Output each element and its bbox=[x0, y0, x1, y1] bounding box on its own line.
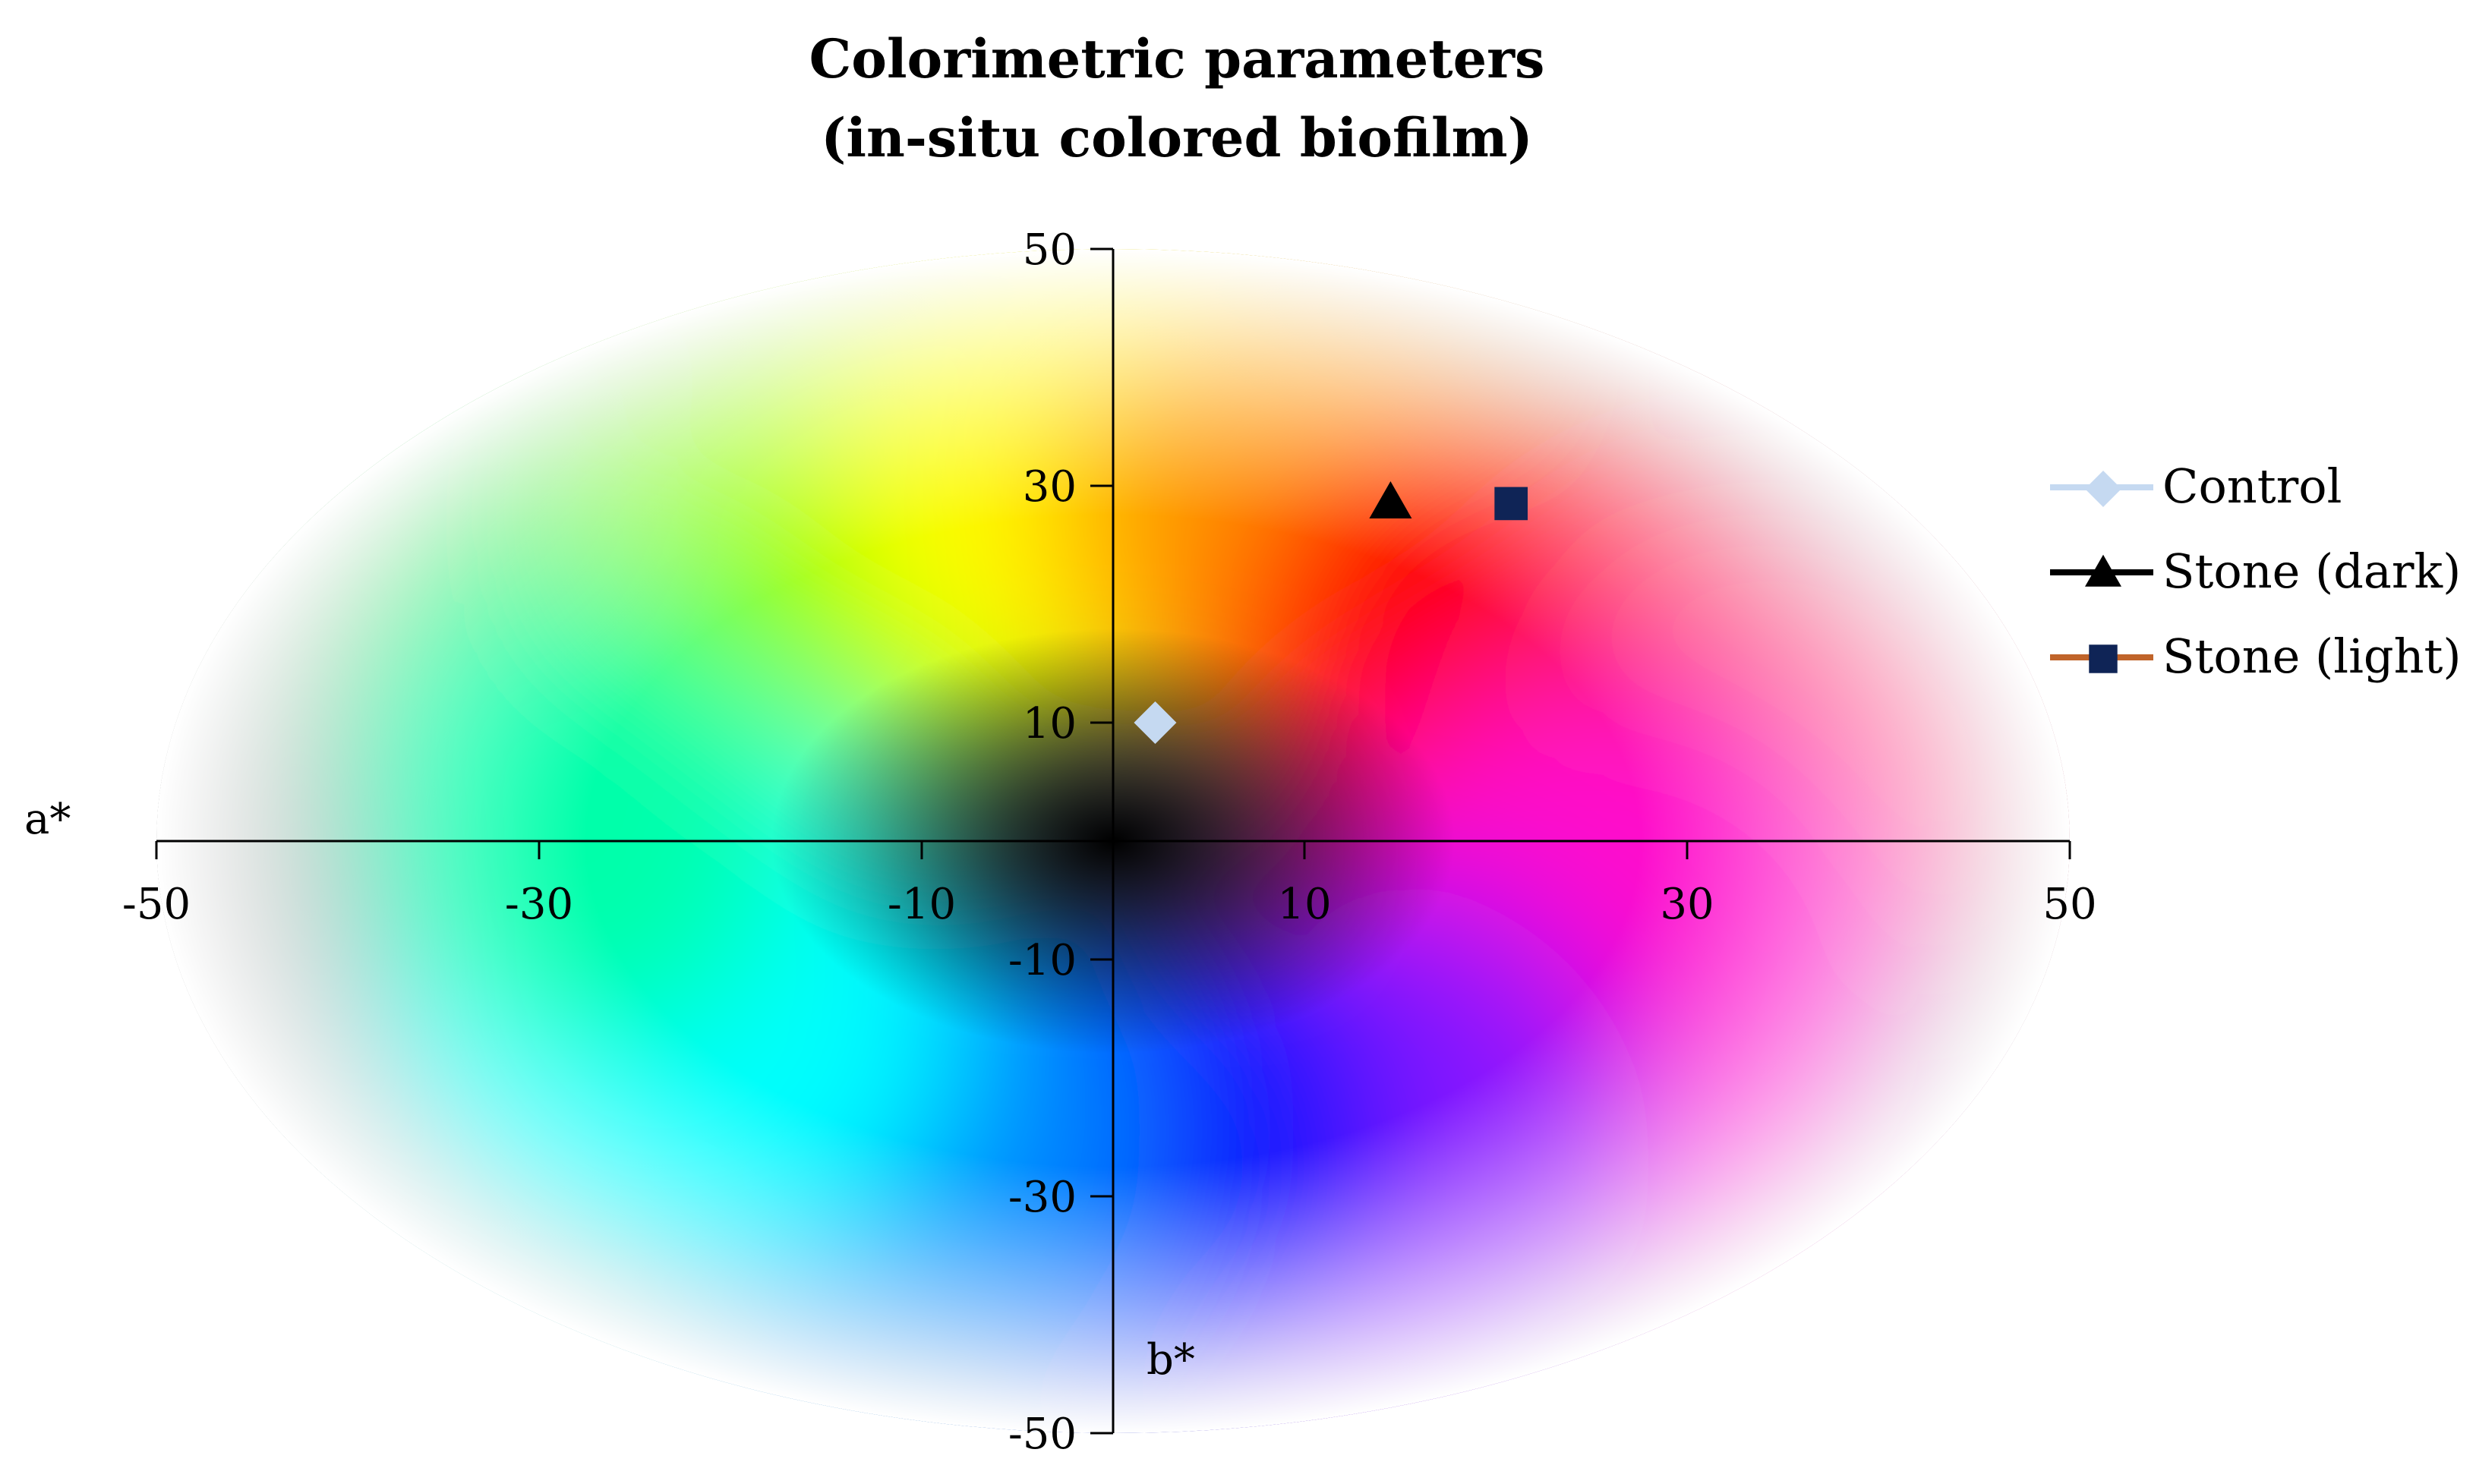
chart-title: Colorimetric parameters (in-situ colored… bbox=[0, 20, 2354, 178]
y-tick-label: -50 bbox=[1008, 1410, 1077, 1459]
legend-marker-triangle bbox=[2085, 554, 2121, 587]
data-point-triangle bbox=[1369, 481, 1412, 518]
x-tick-label: 30 bbox=[1660, 880, 1714, 929]
x-tick-label: 50 bbox=[2042, 880, 2096, 929]
legend-label: Stone (dark) bbox=[2162, 544, 2462, 599]
x-tick-label: -30 bbox=[505, 880, 573, 929]
chart-legend: Control Stone (dark) Stone (light) bbox=[2050, 448, 2475, 703]
legend-marker-square bbox=[2089, 644, 2118, 673]
legend-label: Control bbox=[2162, 458, 2342, 514]
y-tick-label: -30 bbox=[1008, 1173, 1077, 1222]
legend-marker-shape bbox=[2085, 554, 2121, 587]
y-tick-label: 30 bbox=[1023, 462, 1077, 512]
legend-item: Control bbox=[2050, 448, 2475, 533]
legend-marker-diamond bbox=[2085, 471, 2121, 507]
legend-item: Stone (light) bbox=[2050, 618, 2475, 703]
x-axis-title: a* bbox=[24, 795, 71, 844]
data-point-diamond bbox=[1134, 701, 1177, 744]
legend-label: Stone (light) bbox=[2162, 629, 2462, 684]
chart-title-line-2: (in-situ colored biofilm) bbox=[821, 106, 1533, 169]
y-tick-label: -10 bbox=[1008, 936, 1077, 985]
legend-marker-shape bbox=[2085, 471, 2121, 507]
chart-marks bbox=[1134, 481, 1528, 744]
chart-title-line-1: Colorimetric parameters bbox=[809, 27, 1545, 90]
legend-item: Stone (dark) bbox=[2050, 533, 2475, 618]
chart-axes: -50 -30 -10 10 30 50 50 30 10 -10 -30 -50 a* b* bbox=[24, 225, 2097, 1459]
x-tick-label: 10 bbox=[1277, 880, 1331, 929]
x-tick-label: -10 bbox=[888, 880, 956, 929]
y-tick-label: 10 bbox=[1023, 699, 1077, 748]
x-tick-label: -50 bbox=[122, 880, 191, 929]
data-point-square bbox=[1494, 487, 1528, 521]
y-axis-title: b* bbox=[1147, 1335, 1195, 1385]
y-tick-label: 50 bbox=[1023, 225, 1077, 275]
legend-marker-shape bbox=[2089, 644, 2118, 673]
